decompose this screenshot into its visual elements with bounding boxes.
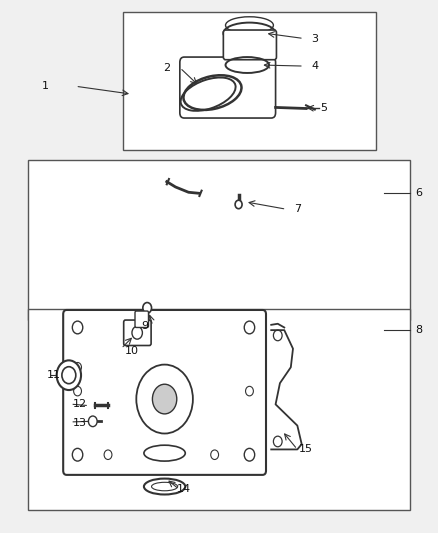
FancyBboxPatch shape <box>63 310 266 475</box>
Text: 15: 15 <box>299 445 313 455</box>
FancyBboxPatch shape <box>180 57 276 118</box>
Text: 1: 1 <box>42 81 49 91</box>
Circle shape <box>57 360 81 390</box>
Text: 5: 5 <box>320 103 327 114</box>
FancyBboxPatch shape <box>124 320 151 345</box>
FancyBboxPatch shape <box>28 160 410 319</box>
FancyBboxPatch shape <box>123 12 376 150</box>
FancyBboxPatch shape <box>28 309 410 511</box>
Text: 10: 10 <box>125 346 139 357</box>
Text: 4: 4 <box>311 61 318 71</box>
Circle shape <box>152 384 177 414</box>
Text: 3: 3 <box>311 34 318 44</box>
Text: 12: 12 <box>73 399 87 409</box>
Text: 11: 11 <box>46 370 60 380</box>
FancyBboxPatch shape <box>135 311 148 327</box>
Text: 13: 13 <box>73 418 87 428</box>
Text: 9: 9 <box>141 321 148 331</box>
Text: 6: 6 <box>416 188 423 198</box>
Circle shape <box>88 416 97 426</box>
Text: 2: 2 <box>163 63 170 72</box>
Text: 7: 7 <box>294 204 301 214</box>
FancyBboxPatch shape <box>223 30 276 60</box>
Circle shape <box>143 303 152 313</box>
Text: 14: 14 <box>177 484 191 494</box>
Circle shape <box>235 200 242 209</box>
Text: 8: 8 <box>416 325 423 335</box>
